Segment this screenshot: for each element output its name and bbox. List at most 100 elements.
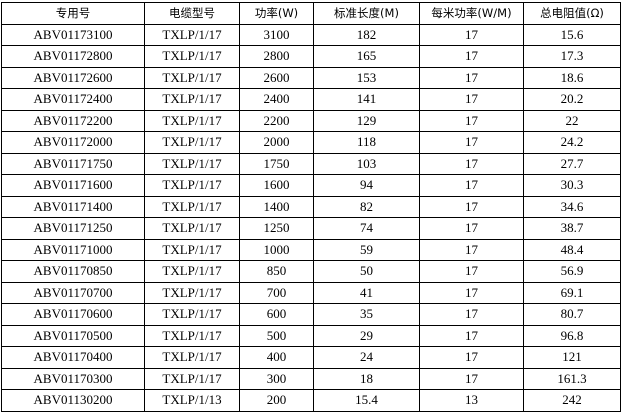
table-cell: 1600 — [239, 174, 314, 197]
table-row: ABV01172200 TXLP/1/17 2200 129 17 22 — [1, 109, 621, 132]
table-row: ABV01172400 TXLP/1/17 2400 141 17 20.2 — [1, 88, 621, 111]
table-row: ABV01170400 TXLP/1/17 400 24 17 121 — [1, 346, 621, 369]
table-cell: 121 — [523, 346, 621, 369]
table-cell: 242 — [523, 389, 621, 412]
table-cell: TXLP/1/17 — [144, 260, 240, 283]
table-cell: 69.1 — [523, 281, 621, 304]
table-cell: ABV01173100 — [1, 23, 145, 46]
table-cell: ABV01171750 — [1, 152, 145, 175]
table-cell: 35 — [313, 303, 420, 326]
header-cell: 标准长度(M) — [313, 2, 420, 25]
table-cell: 2800 — [239, 45, 314, 68]
table-cell: 74 — [313, 217, 420, 240]
table-cell: TXLP/1/17 — [144, 88, 240, 111]
table-cell: ABV01172400 — [1, 88, 145, 111]
table-cell: ABV01171250 — [1, 217, 145, 240]
header-cell: 每米功率(W/M) — [419, 2, 524, 25]
table-cell: TXLP/1/17 — [144, 23, 240, 46]
table-cell: 22 — [523, 109, 621, 132]
table-cell: ABV01172200 — [1, 109, 145, 132]
table-cell: TXLP/1/17 — [144, 217, 240, 240]
header-cell: 电缆型号 — [144, 2, 240, 25]
table-cell: ABV01171600 — [1, 174, 145, 197]
table-cell: TXLP/1/17 — [144, 131, 240, 154]
table-cell: 2600 — [239, 66, 314, 89]
header-cell: 功率(W) — [239, 2, 314, 25]
table-cell: 17 — [419, 109, 524, 132]
table-cell: ABV01170850 — [1, 260, 145, 283]
table-row: ABV01170850 TXLP/1/17 850 50 17 56.9 — [1, 260, 621, 283]
table-row: ABV01172000 TXLP/1/17 2000 118 17 24.2 — [1, 131, 621, 154]
table-cell: 24.2 — [523, 131, 621, 154]
table-cell: 600 — [239, 303, 314, 326]
table-cell: ABV01172800 — [1, 45, 145, 68]
table-cell: 17 — [419, 281, 524, 304]
table-cell: 15.6 — [523, 23, 621, 46]
table-cell: 17 — [419, 324, 524, 347]
table-cell: 850 — [239, 260, 314, 283]
table-cell: 1000 — [239, 238, 314, 261]
table-cell: 182 — [313, 23, 420, 46]
table-cell: TXLP/1/17 — [144, 152, 240, 175]
table-row: ABV01173100 TXLP/1/17 3100 182 17 15.6 — [1, 23, 621, 46]
table-row: ABV01172800 TXLP/1/17 2800 165 17 17.3 — [1, 45, 621, 68]
table-cell: 34.6 — [523, 195, 621, 218]
table-cell: 24 — [313, 346, 420, 369]
table-row: ABV01170600 TXLP/1/17 600 35 17 80.7 — [1, 303, 621, 326]
table-cell: TXLP/1/17 — [144, 346, 240, 369]
table-cell: 500 — [239, 324, 314, 347]
table-cell: 200 — [239, 389, 314, 412]
table-cell: TXLP/1/17 — [144, 303, 240, 326]
table-cell: 29 — [313, 324, 420, 347]
table-cell: ABV01171000 — [1, 238, 145, 261]
table-cell: 141 — [313, 88, 420, 111]
table-row: ABV01171000 TXLP/1/17 1000 59 17 48.4 — [1, 238, 621, 261]
table-cell: 300 — [239, 367, 314, 390]
table-cell: 13 — [419, 389, 524, 412]
table-cell: 80.7 — [523, 303, 621, 326]
table-cell: 17 — [419, 152, 524, 175]
table-cell: 17 — [419, 303, 524, 326]
table-cell: 129 — [313, 109, 420, 132]
table-cell: 165 — [313, 45, 420, 68]
table-cell: 17 — [419, 131, 524, 154]
table-cell: 161.3 — [523, 367, 621, 390]
table-cell: 3100 — [239, 23, 314, 46]
table-cell: 1250 — [239, 217, 314, 240]
table-cell: 17 — [419, 23, 524, 46]
table-cell: TXLP/1/17 — [144, 174, 240, 197]
table-cell: 17 — [419, 217, 524, 240]
table-cell: 41 — [313, 281, 420, 304]
table-cell: 118 — [313, 131, 420, 154]
table-cell: ABV01172000 — [1, 131, 145, 154]
table-row: ABV01170700 TXLP/1/17 700 41 17 69.1 — [1, 281, 621, 304]
table-cell: 17 — [419, 367, 524, 390]
table-cell: 17.3 — [523, 45, 621, 68]
header-cell: 总电阻值(Ω) — [523, 2, 621, 25]
table-cell: 103 — [313, 152, 420, 175]
table-cell: TXLP/1/17 — [144, 66, 240, 89]
table-cell: TXLP/1/17 — [144, 195, 240, 218]
table-cell: 17 — [419, 66, 524, 89]
table-cell: 48.4 — [523, 238, 621, 261]
table-cell: ABV01172600 — [1, 66, 145, 89]
table-cell: 50 — [313, 260, 420, 283]
table-cell: 153 — [313, 66, 420, 89]
table-row: ABV01170300 TXLP/1/17 300 18 17 161.3 — [1, 367, 621, 390]
table-cell: TXLP/1/17 — [144, 324, 240, 347]
table-cell: 400 — [239, 346, 314, 369]
table-cell: TXLP/1/17 — [144, 367, 240, 390]
table-cell: 2400 — [239, 88, 314, 111]
table-cell: 17 — [419, 195, 524, 218]
table-cell: TXLP/1/13 — [144, 389, 240, 412]
table-cell: 17 — [419, 238, 524, 261]
table-cell: 1750 — [239, 152, 314, 175]
table-cell: 2000 — [239, 131, 314, 154]
table-cell: 17 — [419, 174, 524, 197]
table-cell: ABV01130200 — [1, 389, 145, 412]
table-cell: 59 — [313, 238, 420, 261]
table-row: ABV01171600 TXLP/1/17 1600 94 17 30.3 — [1, 174, 621, 197]
table-row: ABV01170500 TXLP/1/17 500 29 17 96.8 — [1, 324, 621, 347]
table-cell: 700 — [239, 281, 314, 304]
